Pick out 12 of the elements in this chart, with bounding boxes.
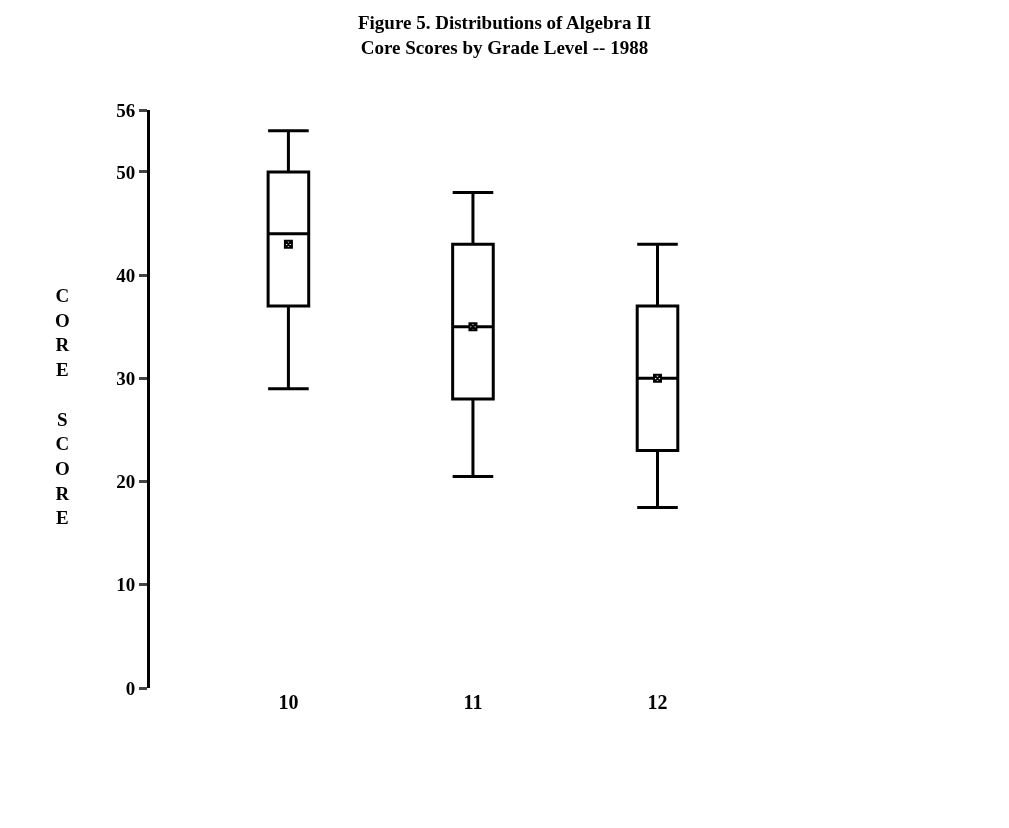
x-tick-label: 12 xyxy=(647,691,668,713)
text: CORE SCORE xyxy=(55,285,70,529)
y-tick-label: 50 xyxy=(116,161,136,183)
y-tick-label: 0 xyxy=(125,677,136,699)
y-tick-label: 40 xyxy=(116,264,136,286)
y-tick-label: 30 xyxy=(116,368,136,390)
x-tick-label: 11 xyxy=(463,691,483,713)
y-tick-label: 20 xyxy=(116,471,136,493)
x-tick-label: 10 xyxy=(278,691,299,713)
y-tick-label: 56 xyxy=(116,99,136,121)
y-tick-label: 10 xyxy=(116,574,136,596)
chart-title: Figure 5. Distributions of Algebra II Core Scores by Grade Level -- 1988 xyxy=(357,11,652,58)
